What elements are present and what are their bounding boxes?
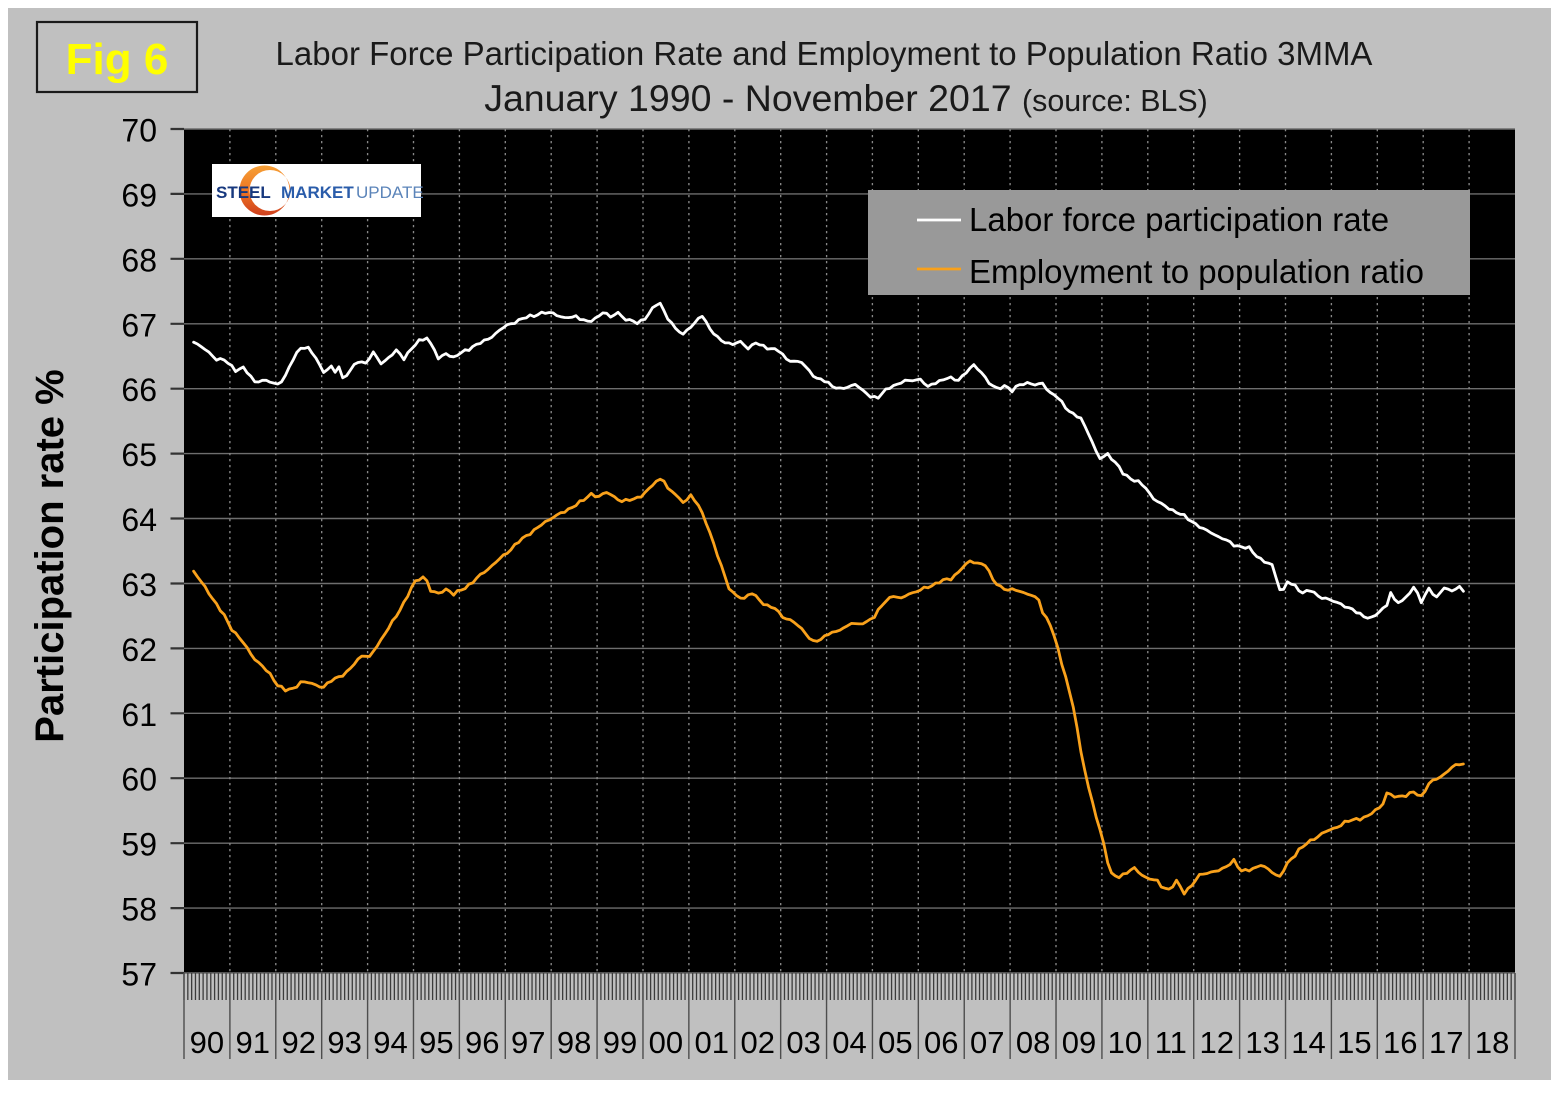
svg-text:60: 60 bbox=[121, 762, 157, 798]
svg-text:01: 01 bbox=[695, 1025, 729, 1060]
svg-text:96: 96 bbox=[465, 1025, 499, 1060]
svg-text:98: 98 bbox=[557, 1025, 591, 1060]
svg-text:18: 18 bbox=[1475, 1025, 1509, 1060]
svg-text:05: 05 bbox=[878, 1025, 912, 1060]
svg-text:Participation rate %: Participation rate % bbox=[28, 369, 72, 742]
svg-text:61: 61 bbox=[121, 697, 157, 733]
svg-text:03: 03 bbox=[786, 1025, 820, 1060]
svg-text:57: 57 bbox=[121, 957, 157, 993]
svg-text:92: 92 bbox=[281, 1025, 315, 1060]
svg-text:17: 17 bbox=[1429, 1025, 1463, 1060]
svg-text:59: 59 bbox=[121, 827, 157, 863]
svg-text:95: 95 bbox=[419, 1025, 453, 1060]
svg-text:97: 97 bbox=[511, 1025, 545, 1060]
svg-text:02: 02 bbox=[740, 1025, 774, 1060]
svg-text:MARKET: MARKET bbox=[281, 183, 354, 202]
svg-text:04: 04 bbox=[832, 1025, 866, 1060]
svg-text:90: 90 bbox=[190, 1025, 224, 1060]
svg-text:62: 62 bbox=[121, 632, 157, 668]
svg-text:Employment to population ratio: Employment to population ratio bbox=[969, 253, 1424, 290]
svg-text:68: 68 bbox=[121, 242, 157, 278]
svg-text:09: 09 bbox=[1062, 1025, 1096, 1060]
svg-text:06: 06 bbox=[924, 1025, 958, 1060]
svg-text:00: 00 bbox=[649, 1025, 683, 1060]
svg-text:Labor force participation rate: Labor force participation rate bbox=[969, 201, 1389, 238]
svg-text:Fig 6: Fig 6 bbox=[66, 35, 169, 84]
svg-text:11: 11 bbox=[1155, 1025, 1187, 1060]
svg-text:08: 08 bbox=[1016, 1025, 1050, 1060]
svg-text:65: 65 bbox=[121, 437, 157, 473]
svg-text:70: 70 bbox=[121, 113, 157, 149]
svg-text:16: 16 bbox=[1383, 1025, 1417, 1060]
svg-text:10: 10 bbox=[1108, 1025, 1142, 1060]
svg-text:99: 99 bbox=[603, 1025, 637, 1060]
svg-text:58: 58 bbox=[121, 892, 157, 928]
svg-text:67: 67 bbox=[121, 307, 157, 343]
svg-text:Labor Force Participation Rate: Labor Force Participation Rate and Emplo… bbox=[276, 35, 1373, 72]
svg-text:13: 13 bbox=[1245, 1025, 1279, 1060]
svg-text:91: 91 bbox=[236, 1025, 270, 1060]
svg-text:93: 93 bbox=[327, 1025, 361, 1060]
svg-text:66: 66 bbox=[121, 372, 157, 408]
svg-text:69: 69 bbox=[121, 177, 157, 213]
svg-text:64: 64 bbox=[121, 502, 157, 538]
svg-text:15: 15 bbox=[1337, 1025, 1371, 1060]
svg-text:63: 63 bbox=[121, 567, 157, 603]
svg-text:STEEL: STEEL bbox=[216, 183, 271, 202]
svg-text:14: 14 bbox=[1291, 1025, 1325, 1060]
svg-text:January 1990 - November 2017 (: January 1990 - November 2017 (source: BL… bbox=[484, 77, 1208, 119]
svg-text:UPDATE: UPDATE bbox=[356, 183, 424, 202]
svg-text:07: 07 bbox=[970, 1025, 1004, 1060]
svg-text:12: 12 bbox=[1199, 1025, 1233, 1060]
svg-text:94: 94 bbox=[373, 1025, 407, 1060]
